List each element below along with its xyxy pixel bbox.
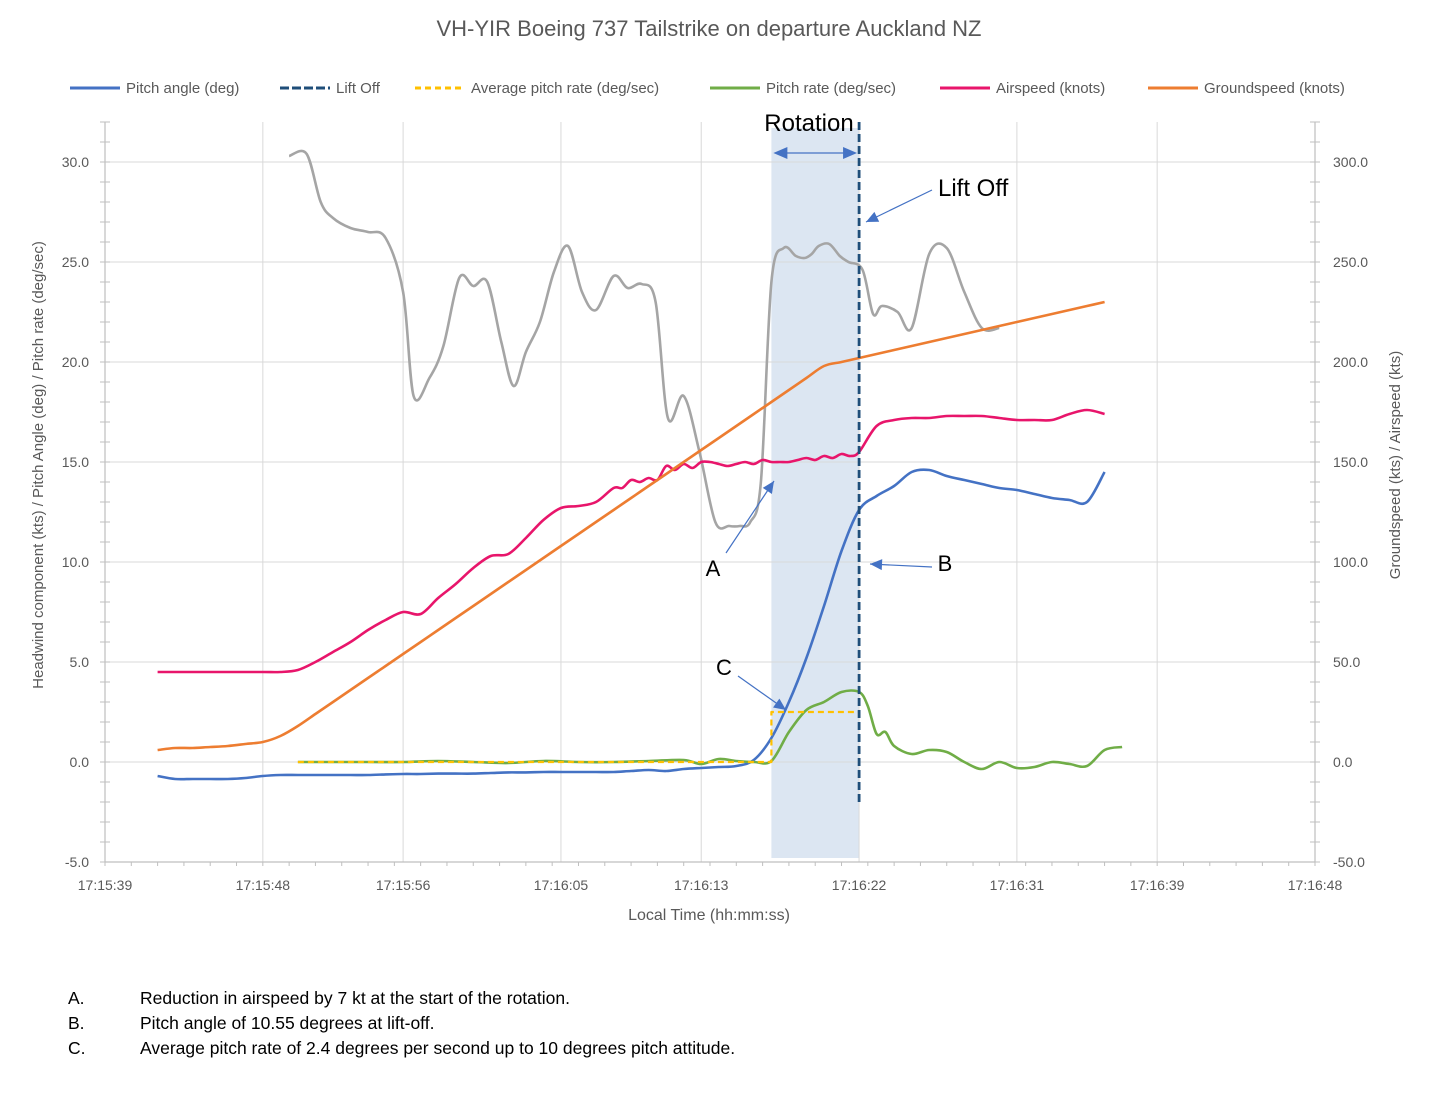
series-group [157, 122, 1123, 802]
rotation-label: Rotation [764, 110, 853, 137]
legend: Pitch angle (deg) Lift Off Average pitch r… [70, 80, 1345, 97]
note-c: C. Average pitch rate of 2.4 degrees per … [68, 1038, 736, 1058]
groundspeed-line [157, 300, 1105, 752]
y-right-tick-label: 300.0 [1333, 154, 1368, 170]
annotations: Rotation Lift Off A B C [706, 110, 1009, 711]
y-left-tick-label: 15.0 [62, 454, 89, 470]
rotation-span-left-head [773, 147, 788, 159]
y-right-tick-label: 0.0 [1333, 754, 1353, 770]
airspeed-line [157, 408, 1105, 674]
x-tick-label: 17:16:31 [990, 877, 1045, 893]
y-left-tick-label: 0.0 [70, 754, 90, 770]
x-tick-label: 17:16:13 [674, 877, 729, 893]
y-right-tick-label: 50.0 [1333, 654, 1360, 670]
label-c: C [716, 655, 732, 680]
y-left-axis-label: Headwind component (kts) / Pitch Angle (… [30, 241, 47, 689]
legend-label: Airspeed (knots) [996, 80, 1105, 97]
y-right-tick-label: 100.0 [1333, 554, 1368, 570]
gridlines [104, 122, 1316, 863]
axis-minor-ticks [100, 121, 1320, 866]
x-axis-label: Local Time (hh:mm:ss) [628, 907, 790, 924]
rotation-span-right-head [843, 147, 858, 159]
label-b: B [938, 551, 953, 576]
rotation-shaded-region [771, 128, 860, 858]
headwind-component-line [288, 149, 1000, 530]
note-b: B. Pitch angle of 10.55 degrees at lift-o… [68, 1013, 435, 1033]
arrow-c-head [773, 698, 786, 710]
y-left-tick-label: -5.0 [65, 854, 89, 870]
arrow-a [725, 480, 775, 554]
lift-off-label: Lift Off [938, 175, 1009, 202]
lift-off-arrow [865, 189, 933, 223]
chart-title: VH-YIR Boeing 737 Tailstrike on departur… [437, 16, 982, 41]
x-tick-label: 17:15:56 [376, 877, 431, 893]
y-left-tick-label: 20.0 [62, 354, 89, 370]
legend-label: Pitch angle (deg) [126, 80, 239, 97]
y-right-tick-label: 250.0 [1333, 254, 1368, 270]
legend-label: Groundspeed (knots) [1204, 80, 1345, 97]
x-tick-label: 17:16:48 [1288, 877, 1343, 893]
x-tick-label: 17:15:39 [78, 877, 133, 893]
y-left-tick-label: 25.0 [62, 254, 89, 270]
y-right-tick-label: -50.0 [1333, 854, 1365, 870]
annotation-notes: A. Reduction in airspeed by 7 kt at the s… [68, 986, 735, 1061]
arrow-b-head [870, 559, 883, 571]
label-a: A [706, 556, 721, 581]
x-tick-label: 17:16:39 [1130, 877, 1185, 893]
arrow-a-head [762, 481, 774, 495]
y-left-tick-label: 10.0 [62, 554, 89, 570]
legend-label: Average pitch rate (deg/sec) [471, 80, 659, 97]
y-right-tick-label: 150.0 [1333, 454, 1368, 470]
x-tick-label: 17:15:48 [236, 877, 291, 893]
pitch-angle-line [157, 468, 1106, 781]
y-left-tick-label: 30.0 [62, 154, 89, 170]
note-a: A. Reduction in airspeed by 7 kt at the s… [68, 988, 570, 1008]
x-tick-label: 17:16:22 [832, 877, 887, 893]
y-left-tick-label: 5.0 [70, 654, 90, 670]
lift-off-arrow-head [866, 211, 880, 222]
pitch-rate-line [297, 689, 1123, 771]
x-tick-label: 17:16:05 [534, 877, 589, 893]
legend-label: Pitch rate (deg/sec) [766, 80, 896, 97]
legend-label: Lift Off [336, 80, 381, 97]
y-right-tick-label: 200.0 [1333, 354, 1368, 370]
y-right-axis-label: Groundspeed (kts) / Airspeed (kts) [1387, 351, 1404, 579]
